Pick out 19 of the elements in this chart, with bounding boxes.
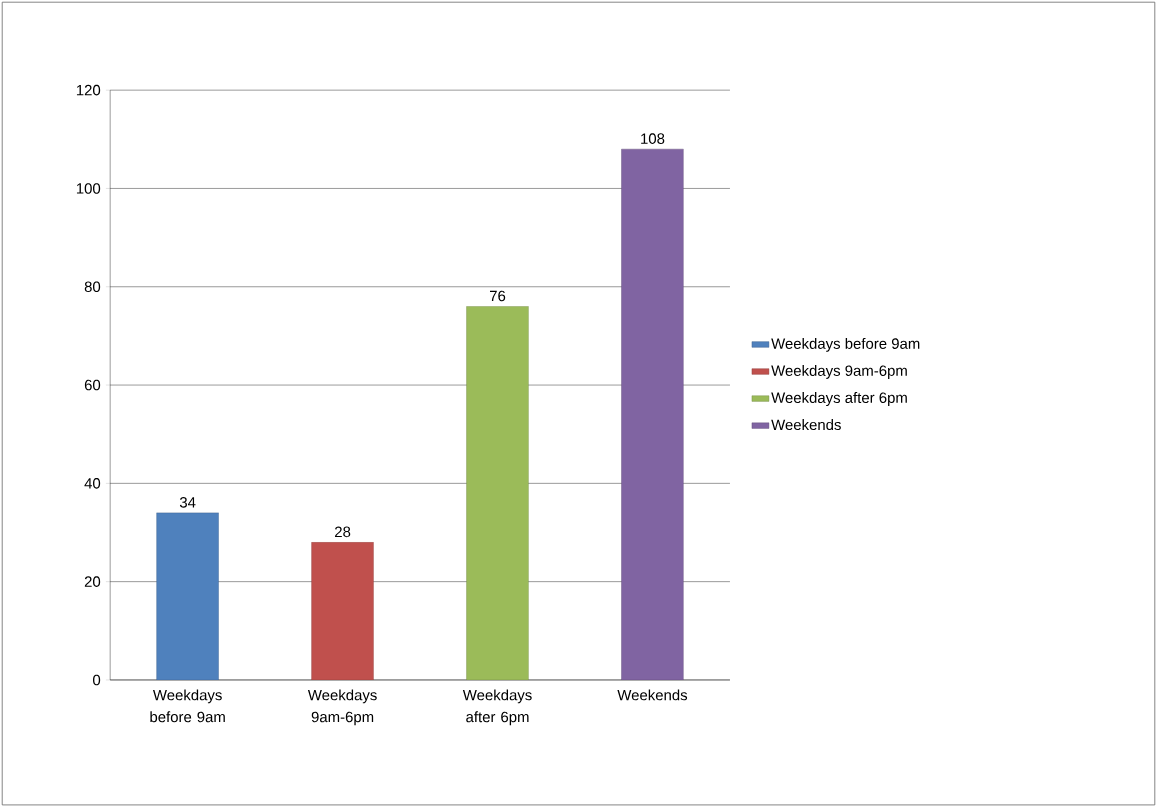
data-label: 108	[641, 133, 665, 144]
x-tick-label: Weekdays after 6pm	[462, 689, 532, 726]
legend-label: Weekdays 9am-6pm	[771, 364, 907, 379]
y-tick-label: 40	[84, 478, 101, 489]
data-label: 28	[335, 526, 351, 538]
y-tick-label: 0	[93, 674, 101, 686]
data-label: 34	[179, 497, 196, 508]
legend-label: Weekdays after 6pm	[771, 392, 907, 406]
y-tick-label: 120	[76, 84, 101, 96]
x-tick-label: Weekdays before 9am	[150, 689, 225, 723]
y-tick-label: 20	[84, 576, 101, 587]
y-tick-label: 100	[76, 183, 101, 194]
x-tick-label: Weekdays 9am-6pm	[307, 689, 377, 726]
legend-label: Weekdays before 9am	[771, 337, 920, 352]
legend-label: Weekends	[771, 419, 841, 431]
x-tick-label: Weekends	[617, 689, 688, 701]
y-tick-label: 80	[84, 281, 101, 292]
data-label: 76	[489, 290, 506, 302]
y-tick-label: 60	[84, 379, 101, 391]
